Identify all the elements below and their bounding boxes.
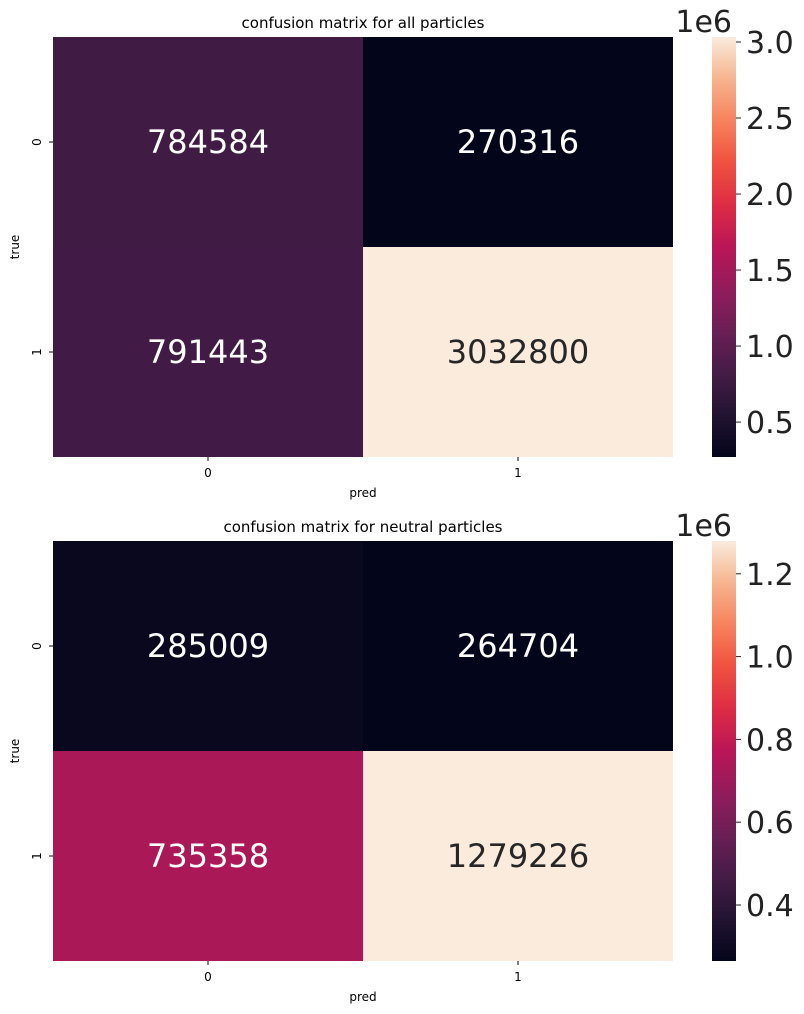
colorbar-tick-label: 1.0 bbox=[746, 641, 794, 676]
heatmap-cell bbox=[53, 37, 363, 247]
colorbar-multiplier: 1e6 bbox=[675, 509, 732, 544]
colorbar-multiplier: 1e6 bbox=[675, 5, 732, 40]
y-tick-label: 1 bbox=[30, 348, 44, 356]
heatmap-cells: 784584 270316 791443 3032800 bbox=[53, 37, 673, 457]
cell-value-label: 784584 bbox=[147, 123, 269, 161]
colorbar-tick-label: 0.6 bbox=[746, 806, 794, 841]
chart-title: confusion matrix for neutral particles bbox=[223, 518, 502, 536]
heatmap-cell bbox=[363, 541, 673, 751]
y-tick-label: 1 bbox=[30, 852, 44, 860]
x-axis-label: pred bbox=[349, 486, 376, 500]
cell-value-label: 3032800 bbox=[447, 333, 590, 371]
cell-value-label: 735358 bbox=[147, 837, 269, 875]
axis-ticks: 0 1 0 1 bbox=[30, 138, 522, 480]
x-tick-label: 0 bbox=[204, 466, 212, 480]
colorbar bbox=[712, 37, 736, 457]
cell-value-label: 270316 bbox=[457, 123, 579, 161]
colorbar-tick-label: 3.0 bbox=[746, 26, 794, 61]
colorbar-tick-label: 0.5 bbox=[746, 406, 794, 441]
heatmap-cells: 285009 264704 735358 1279226 bbox=[53, 541, 673, 961]
y-tick-label: 0 bbox=[30, 138, 44, 146]
colorbar-tick-label: 0.4 bbox=[746, 889, 794, 924]
y-tick-label: 0 bbox=[30, 642, 44, 650]
heatmap-cell bbox=[53, 541, 363, 751]
colorbar-ticks: 0.5 1.0 1.5 2.0 2.5 3.0 bbox=[736, 26, 794, 441]
x-tick-label: 0 bbox=[204, 970, 212, 984]
chart-neutral-particles: confusion matrix for neutral particles 2… bbox=[8, 509, 794, 1004]
colorbar-ticks: 0.4 0.6 0.8 1.0 1.2 bbox=[736, 558, 794, 924]
y-axis-label: true bbox=[8, 739, 22, 764]
chart-all-particles: confusion matrix for all particles 78458… bbox=[8, 5, 794, 500]
colorbar-tick-label: 1.2 bbox=[746, 558, 794, 593]
cell-value-label: 1279226 bbox=[447, 837, 590, 875]
colorbar-tick-label: 2.5 bbox=[746, 102, 794, 137]
axis-ticks: 0 1 0 1 bbox=[30, 642, 522, 984]
colorbar-tick-label: 0.8 bbox=[746, 723, 794, 758]
heatmap-cell bbox=[53, 751, 363, 961]
colorbar-tick-label: 2.0 bbox=[746, 178, 794, 213]
y-axis-label: true bbox=[8, 235, 22, 260]
x-tick-label: 1 bbox=[514, 466, 522, 480]
cell-value-label: 264704 bbox=[457, 627, 579, 665]
colorbar-tick-label: 1.5 bbox=[746, 254, 794, 289]
heatmap-cell bbox=[53, 247, 363, 457]
colorbar-tick-label: 1.0 bbox=[746, 330, 794, 365]
colorbar bbox=[712, 541, 736, 961]
heatmap-cell bbox=[363, 751, 673, 961]
heatmap-cell bbox=[363, 247, 673, 457]
cell-value-label: 791443 bbox=[147, 333, 269, 371]
chart-title: confusion matrix for all particles bbox=[242, 14, 485, 32]
x-tick-label: 1 bbox=[514, 970, 522, 984]
cell-value-label: 285009 bbox=[147, 627, 269, 665]
heatmap-cell bbox=[363, 37, 673, 247]
x-axis-label: pred bbox=[349, 990, 376, 1004]
